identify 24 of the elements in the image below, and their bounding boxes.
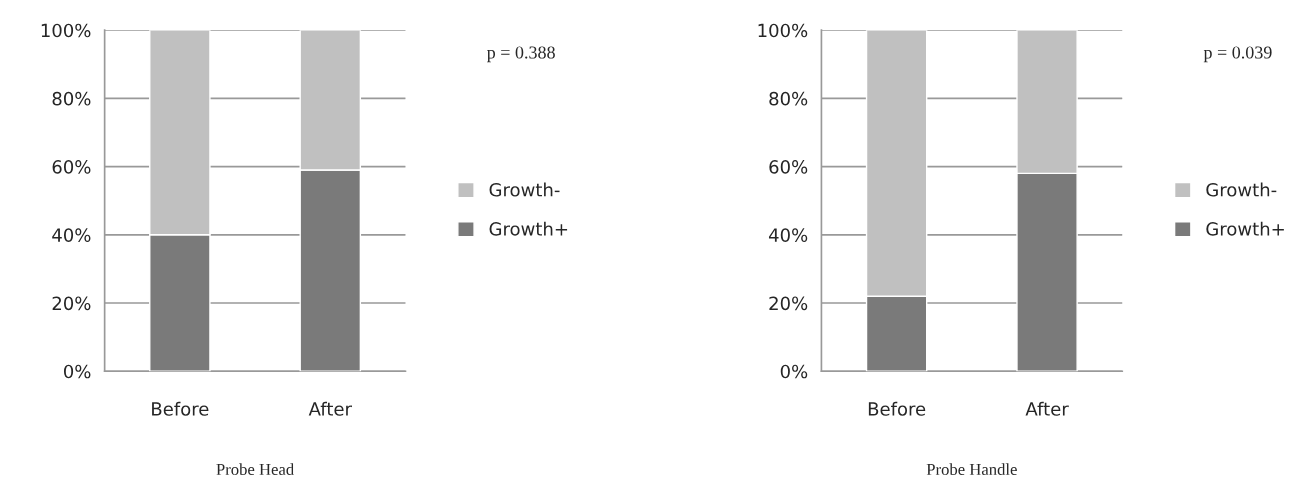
- x-tick-label: After: [1025, 401, 1069, 416]
- y-tick-label: 40%: [52, 228, 91, 242]
- text: p = 0.039: [1203, 46, 1272, 63]
- y-tick-label: 100%: [758, 23, 808, 38]
- y-tick-label: 20%: [769, 296, 808, 311]
- legend-label: Growth+: [1206, 221, 1284, 236]
- y-tick-label: 40%: [768, 228, 808, 242]
- legend-label: Growth-: [489, 182, 560, 197]
- y-tick-label: 60%: [52, 160, 91, 174]
- y-tick-label: 100%: [41, 23, 91, 38]
- text: Probe Head: [216, 463, 294, 476]
- y-tick-label: 60%: [769, 160, 808, 174]
- text: Probe Handle: [926, 463, 1017, 476]
- x-tick-label: Before: [868, 401, 926, 416]
- y-tick-label: 20%: [52, 296, 91, 311]
- legend-label: Growth+: [489, 221, 568, 236]
- x-tick-label: After: [308, 401, 352, 416]
- y-tick-label: 0%: [63, 364, 91, 379]
- x-tick-label: Before: [152, 401, 209, 416]
- y-tick-label: 80%: [52, 91, 91, 106]
- y-tick-label: 80%: [769, 91, 808, 106]
- text: p = 0.388: [487, 46, 555, 63]
- y-tick-label: 0%: [780, 364, 808, 379]
- legend-label: Growth-: [1206, 182, 1277, 197]
